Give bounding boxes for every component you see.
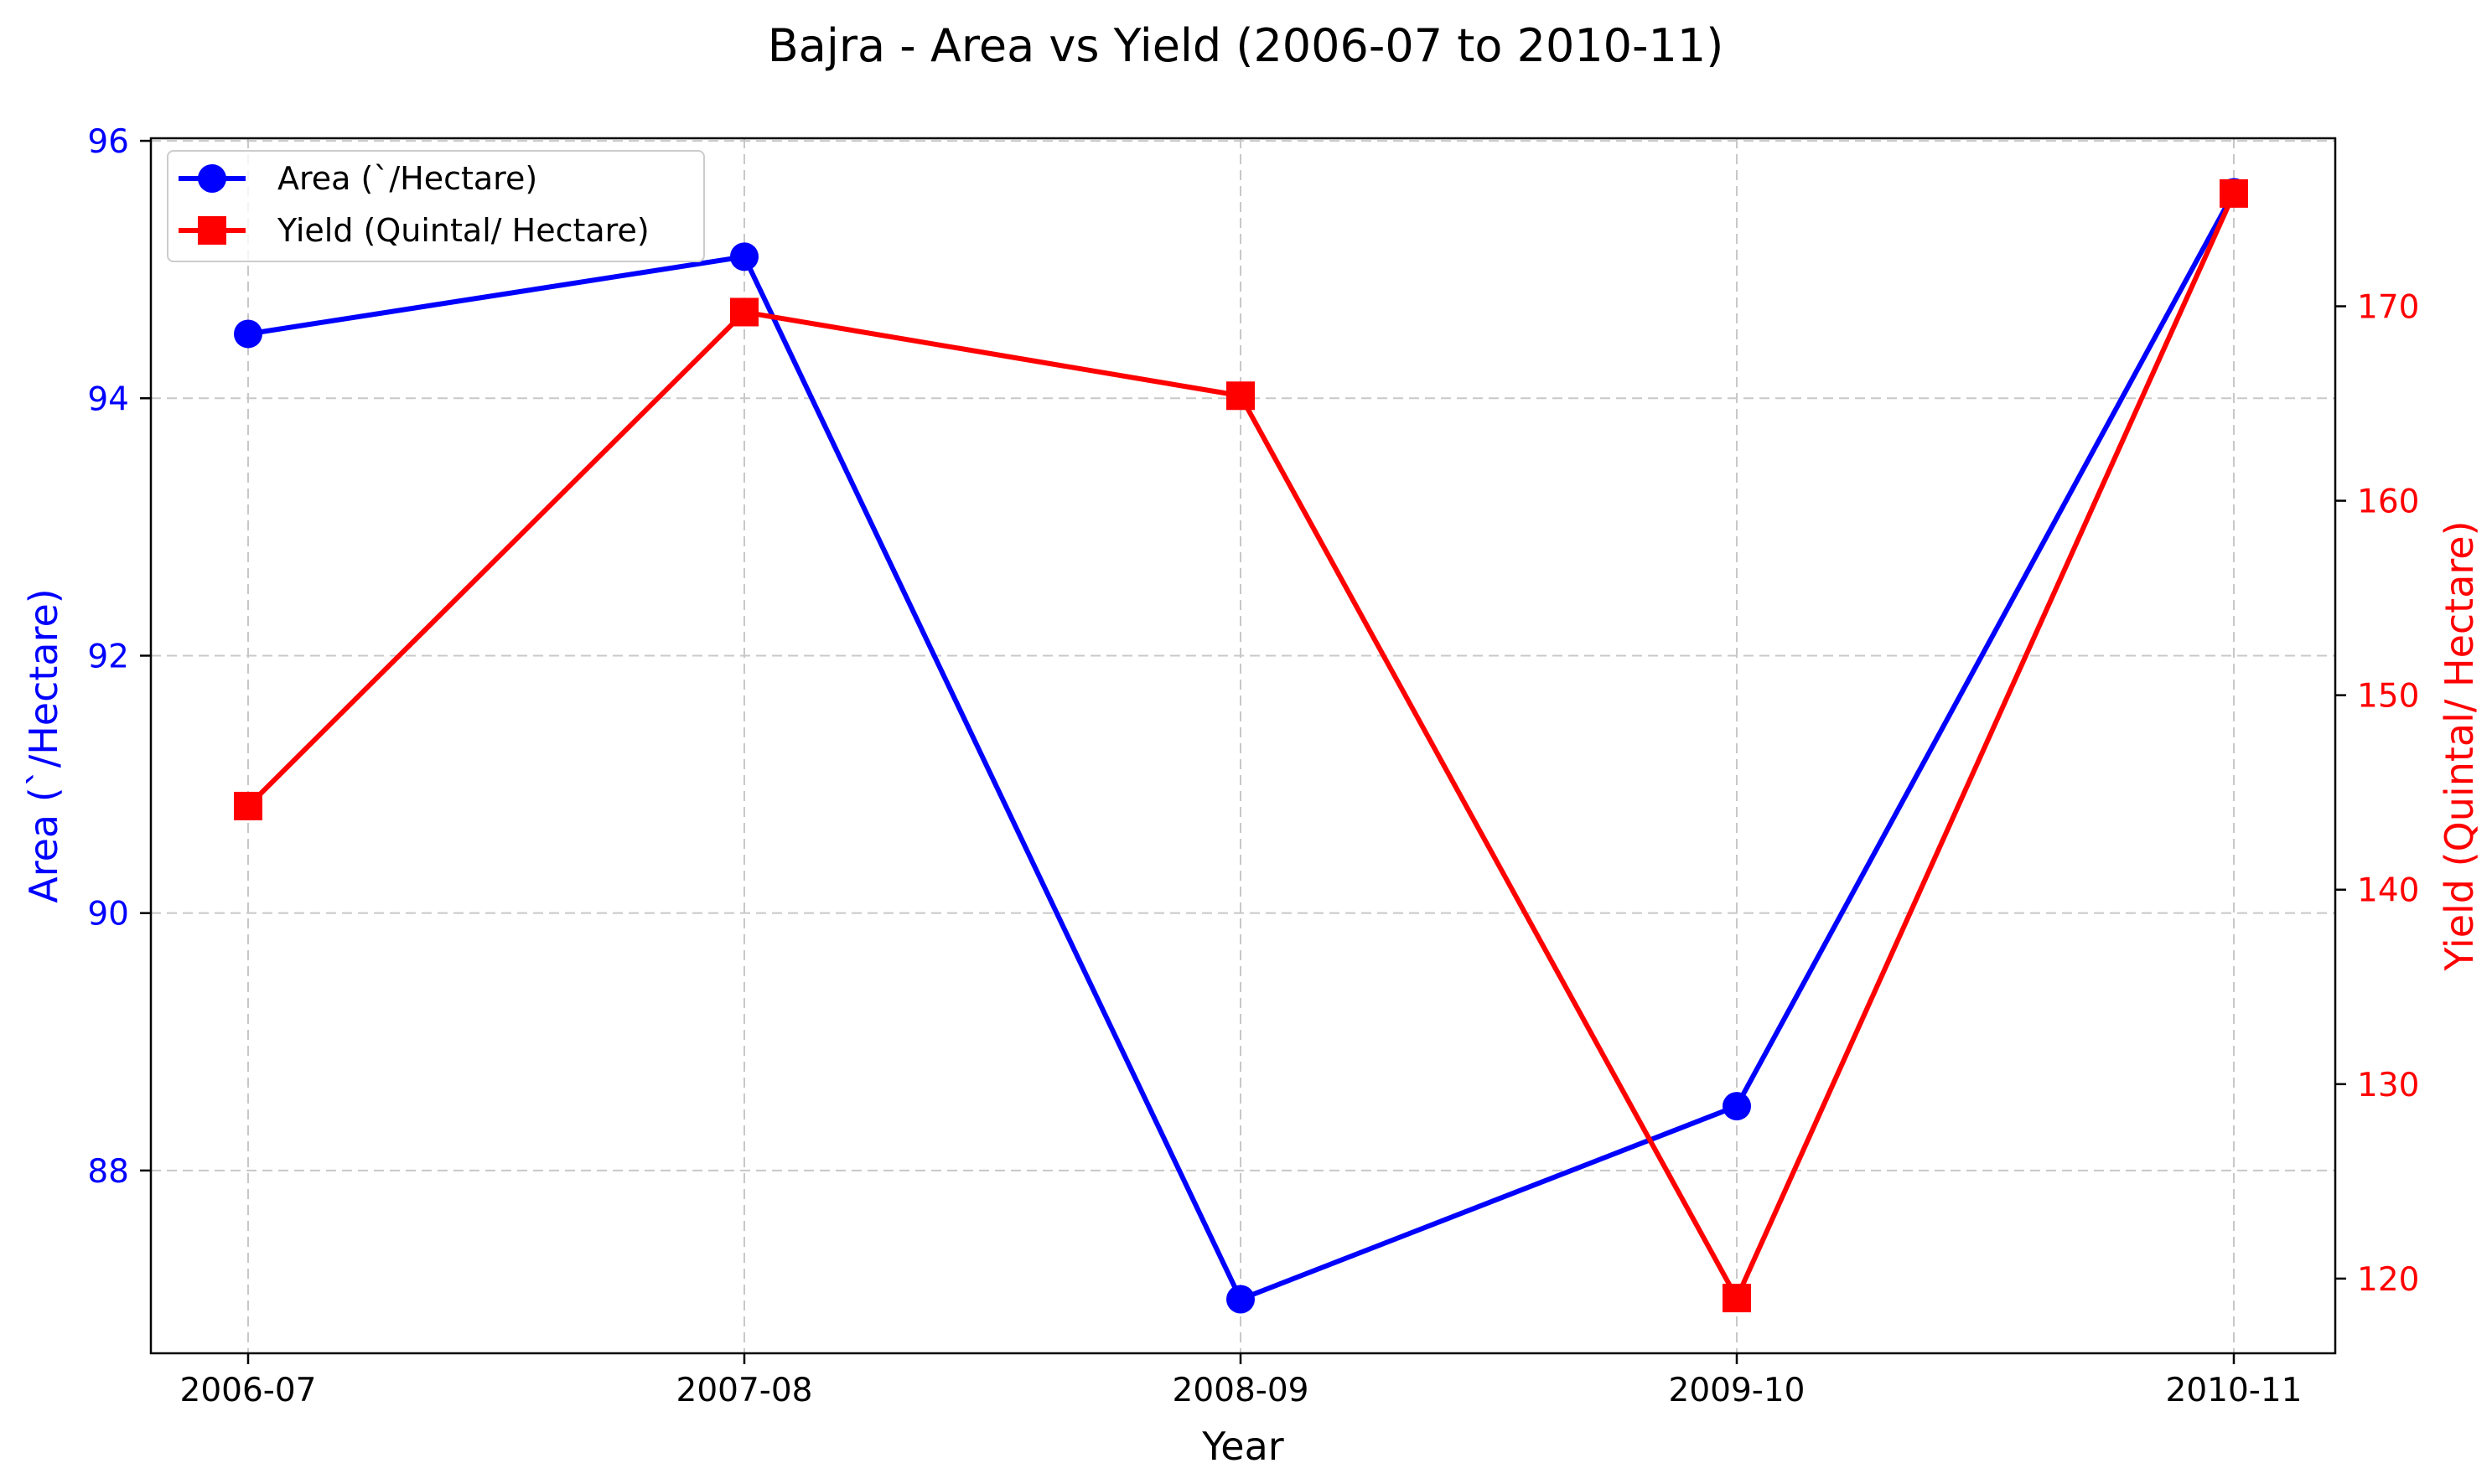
data-point-yield-quintal-hectare-2007-08 xyxy=(730,297,759,327)
legend: Area (`/Hectare) Yield (Quintal/ Hectare) xyxy=(167,150,705,262)
left-y-tick-label: 88 xyxy=(87,1153,129,1191)
x-tick-label: 2006-07 xyxy=(180,1372,317,1409)
right-y-tick-label: 170 xyxy=(2357,289,2419,327)
x-tick-label: 2007-08 xyxy=(676,1372,813,1409)
right-y-axis-title: Yield (Quintal/ Hectare) xyxy=(2437,520,2482,971)
series-yield-quintal-hectare xyxy=(234,178,2248,1313)
left-y-tick-label: 96 xyxy=(87,123,129,161)
left-y-tick-label: 94 xyxy=(87,380,129,418)
x-tick-label: 2010-11 xyxy=(2166,1372,2303,1409)
data-point-area-hectare-2009-10 xyxy=(1723,1092,1751,1121)
grid-layer xyxy=(151,138,2335,1353)
legend-label: Yield (Quintal/ Hectare) xyxy=(277,212,650,249)
legend-marker-square xyxy=(198,216,226,245)
data-point-yield-quintal-hectare-2010-11 xyxy=(2220,178,2248,208)
legend-entries: Area (`/Hectare) Yield (Quintal/ Hectare) xyxy=(179,160,650,249)
right-y-tick-label: 140 xyxy=(2357,872,2419,910)
series-layer xyxy=(234,178,2248,1314)
data-point-yield-quintal-hectare-2009-10 xyxy=(1723,1284,1751,1313)
x-tick-label: 2008-09 xyxy=(1173,1372,1309,1409)
legend-entry-yield-quintal-hectare: Yield (Quintal/ Hectare) xyxy=(179,212,650,249)
x-axis-title: Year xyxy=(1201,1424,1283,1469)
legend-entry-area-hectare: Area (`/Hectare) xyxy=(179,160,537,197)
right-y-tick-label: 130 xyxy=(2357,1067,2419,1104)
right-y-tick-label: 120 xyxy=(2357,1261,2419,1299)
x-tick-label: 2009-10 xyxy=(1669,1372,1806,1409)
data-point-yield-quintal-hectare-2008-09 xyxy=(1226,381,1255,411)
right-y-axis: 120 130 140 150 160 170 xyxy=(2335,289,2419,1299)
plot-frame xyxy=(149,137,2337,1355)
x-axis: 2006-07 2007-08 2008-09 2009-10 2010-11 xyxy=(180,1353,2303,1409)
right-y-tick-label: 160 xyxy=(2357,483,2419,521)
data-point-area-hectare-2006-07 xyxy=(234,319,262,349)
data-point-area-hectare-2007-08 xyxy=(730,242,759,271)
chart-title: Bajra - Area vs Yield (2006-07 to 2010-1… xyxy=(768,19,1724,72)
legend-marker-circle xyxy=(198,164,226,193)
right-y-tick-label: 150 xyxy=(2357,678,2419,716)
legend-box xyxy=(167,150,705,262)
data-point-area-hectare-2008-09 xyxy=(1226,1285,1255,1314)
legend-label: Area (`/Hectare) xyxy=(277,160,537,197)
left-y-tick-label: 92 xyxy=(87,638,129,675)
data-point-yield-quintal-hectare-2006-07 xyxy=(234,791,262,820)
left-y-tick-label: 90 xyxy=(87,896,129,933)
left-y-axis-title: Area (`/Hectare) xyxy=(21,588,66,902)
left-y-axis: 88 90 92 94 96 xyxy=(87,123,151,1191)
